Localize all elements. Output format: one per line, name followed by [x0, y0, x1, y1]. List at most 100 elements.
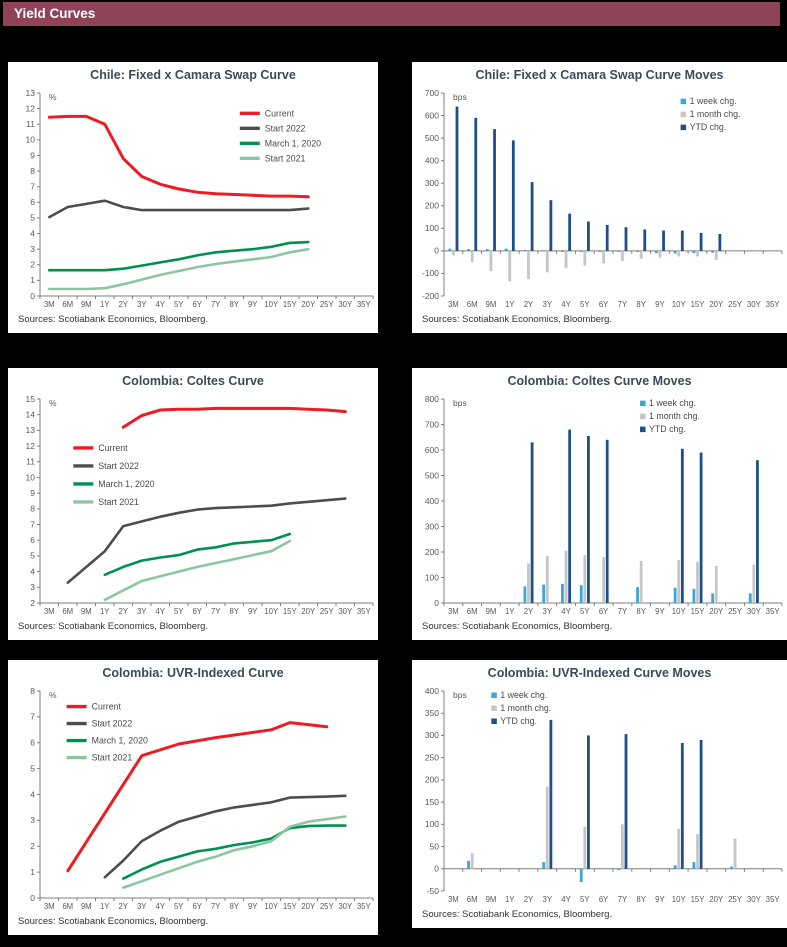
svg-text:200: 200 — [425, 201, 439, 211]
svg-text:9M: 9M — [486, 300, 497, 309]
svg-text:March 1, 2020: March 1, 2020 — [98, 479, 154, 489]
svg-text:3Y: 3Y — [137, 902, 147, 911]
svg-text:3Y: 3Y — [543, 300, 553, 309]
svg-text:3: 3 — [30, 244, 35, 254]
svg-text:9Y: 9Y — [248, 300, 258, 309]
svg-text:25Y: 25Y — [728, 607, 743, 616]
svg-text:5Y: 5Y — [174, 607, 184, 616]
svg-text:20Y: 20Y — [709, 607, 724, 616]
svg-text:Start 2022: Start 2022 — [92, 719, 133, 729]
svg-text:250: 250 — [425, 752, 439, 762]
svg-text:3: 3 — [30, 582, 35, 592]
svg-text:20Y: 20Y — [301, 607, 316, 616]
svg-text:150: 150 — [425, 797, 439, 807]
svg-text:9: 9 — [30, 488, 35, 498]
svg-text:4Y: 4Y — [561, 895, 571, 904]
svg-text:8Y: 8Y — [636, 300, 646, 309]
svg-text:7: 7 — [30, 712, 35, 722]
svg-text:5Y: 5Y — [580, 607, 590, 616]
svg-text:25Y: 25Y — [728, 895, 743, 904]
svg-text:3Y: 3Y — [543, 607, 553, 616]
svg-text:6Y: 6Y — [192, 902, 202, 911]
svg-text:2Y: 2Y — [524, 895, 534, 904]
svg-text:9M: 9M — [81, 300, 92, 309]
svg-text:9M: 9M — [486, 607, 497, 616]
chart-title: Colombia: UVR-Indexed Curve Moves — [487, 666, 712, 680]
svg-text:Current: Current — [92, 702, 122, 712]
svg-text:9: 9 — [30, 150, 35, 160]
svg-text:25Y: 25Y — [728, 300, 743, 309]
svg-text:5Y: 5Y — [174, 300, 184, 309]
chart-sources: Sources: Scotiabank Economics, Bloomberg… — [18, 621, 209, 632]
svg-text:10Y: 10Y — [672, 895, 687, 904]
svg-text:350: 350 — [425, 708, 439, 718]
chart-sources: Sources: Scotiabank Economics, Bloomberg… — [18, 916, 209, 927]
svg-text:6Y: 6Y — [192, 300, 202, 309]
svg-text:6M: 6M — [62, 300, 73, 309]
svg-text:15: 15 — [26, 394, 36, 404]
svg-text:3M: 3M — [44, 607, 55, 616]
svg-text:3M: 3M — [448, 895, 459, 904]
svg-text:5Y: 5Y — [580, 895, 590, 904]
svg-text:0: 0 — [434, 864, 439, 874]
svg-text:1Y: 1Y — [100, 902, 110, 911]
svg-text:100: 100 — [425, 223, 439, 233]
svg-text:12: 12 — [26, 103, 36, 113]
svg-text:1Y: 1Y — [505, 300, 515, 309]
svg-text:1: 1 — [30, 867, 35, 877]
svg-text:200: 200 — [425, 775, 439, 785]
svg-text:-200: -200 — [422, 291, 439, 301]
svg-text:800: 800 — [425, 394, 439, 404]
svg-text:25Y: 25Y — [320, 300, 335, 309]
svg-text:7: 7 — [30, 181, 35, 191]
coltes-curve-plot: 2 3 4 5 6 7 8 9 10 11 12 13 14 15 3M 6M 9M 1Y 2Y 3Y 4Y 5Y 6Y 7Y… — [26, 394, 374, 616]
svg-text:%: % — [49, 398, 57, 408]
svg-text:6M: 6M — [62, 607, 73, 616]
svg-text:1 week chg.: 1 week chg. — [649, 398, 696, 408]
svg-text:2: 2 — [30, 598, 35, 608]
svg-text:13: 13 — [26, 425, 36, 435]
svg-text:20Y: 20Y — [301, 902, 316, 911]
svg-text:9Y: 9Y — [248, 607, 258, 616]
chart-card-chile-swap-moves: Chile: Fixed x Camara Swap Curve Moves -… — [412, 62, 787, 333]
svg-text:8Y: 8Y — [229, 607, 239, 616]
svg-text:300: 300 — [425, 730, 439, 740]
svg-text:3M: 3M — [448, 300, 459, 309]
svg-text:500: 500 — [425, 470, 439, 480]
chart-plot-area: -200 -100 0 100 200 300 400 500 600 700 3M 6M 9M 1Y 2Y… — [412, 85, 787, 314]
chart-plot-area: 0 100 200 300 400 500 600 700 800 3M 6M 9M 1Y 2Y 3Y 4Y 5… — [412, 391, 787, 621]
svg-text:2Y: 2Y — [118, 902, 128, 911]
chart-card-uvr-curve: Colombia: UVR-Indexed Curve 0 1 2 3 4 5 6 7 8 3M 6… — [8, 660, 378, 935]
svg-text:6M: 6M — [467, 607, 478, 616]
svg-text:15Y: 15Y — [283, 607, 298, 616]
chart-card-coltes-curve: Colombia: Coltes Curve 2 3 4 5 6 7 8 9 10 11 12 13 1… — [8, 368, 378, 640]
svg-text:13: 13 — [26, 88, 36, 98]
svg-text:30Y: 30Y — [338, 902, 353, 911]
svg-text:30Y: 30Y — [338, 300, 353, 309]
svg-text:bps: bps — [453, 690, 467, 700]
svg-text:YTD chg.: YTD chg. — [690, 122, 727, 132]
svg-text:30Y: 30Y — [338, 607, 353, 616]
svg-text:4: 4 — [30, 789, 35, 799]
svg-text:4Y: 4Y — [155, 607, 165, 616]
svg-text:6Y: 6Y — [192, 607, 202, 616]
svg-text:6M: 6M — [62, 902, 73, 911]
svg-text:600: 600 — [425, 445, 439, 455]
svg-text:9M: 9M — [486, 895, 497, 904]
svg-text:4: 4 — [30, 228, 35, 238]
svg-text:8: 8 — [30, 686, 35, 696]
page-title: Yield Curves — [14, 6, 96, 21]
svg-text:Start 2021: Start 2021 — [92, 753, 133, 763]
chart-plot-area: 0 1 2 3 4 5 6 7 8 3M 6M 9M 1Y 2Y 3Y 4Y 5Y 6Y 7Y 8Y 9Y 10Y 15Y 2… — [8, 683, 378, 916]
svg-text:100: 100 — [425, 572, 439, 582]
svg-text:Current: Current — [98, 443, 128, 453]
svg-text:6: 6 — [30, 738, 35, 748]
svg-text:6: 6 — [30, 535, 35, 545]
svg-text:3Y: 3Y — [543, 895, 553, 904]
svg-text:2Y: 2Y — [524, 300, 534, 309]
svg-text:Start 2022: Start 2022 — [265, 123, 306, 133]
svg-text:3Y: 3Y — [137, 607, 147, 616]
svg-text:25Y: 25Y — [320, 902, 335, 911]
